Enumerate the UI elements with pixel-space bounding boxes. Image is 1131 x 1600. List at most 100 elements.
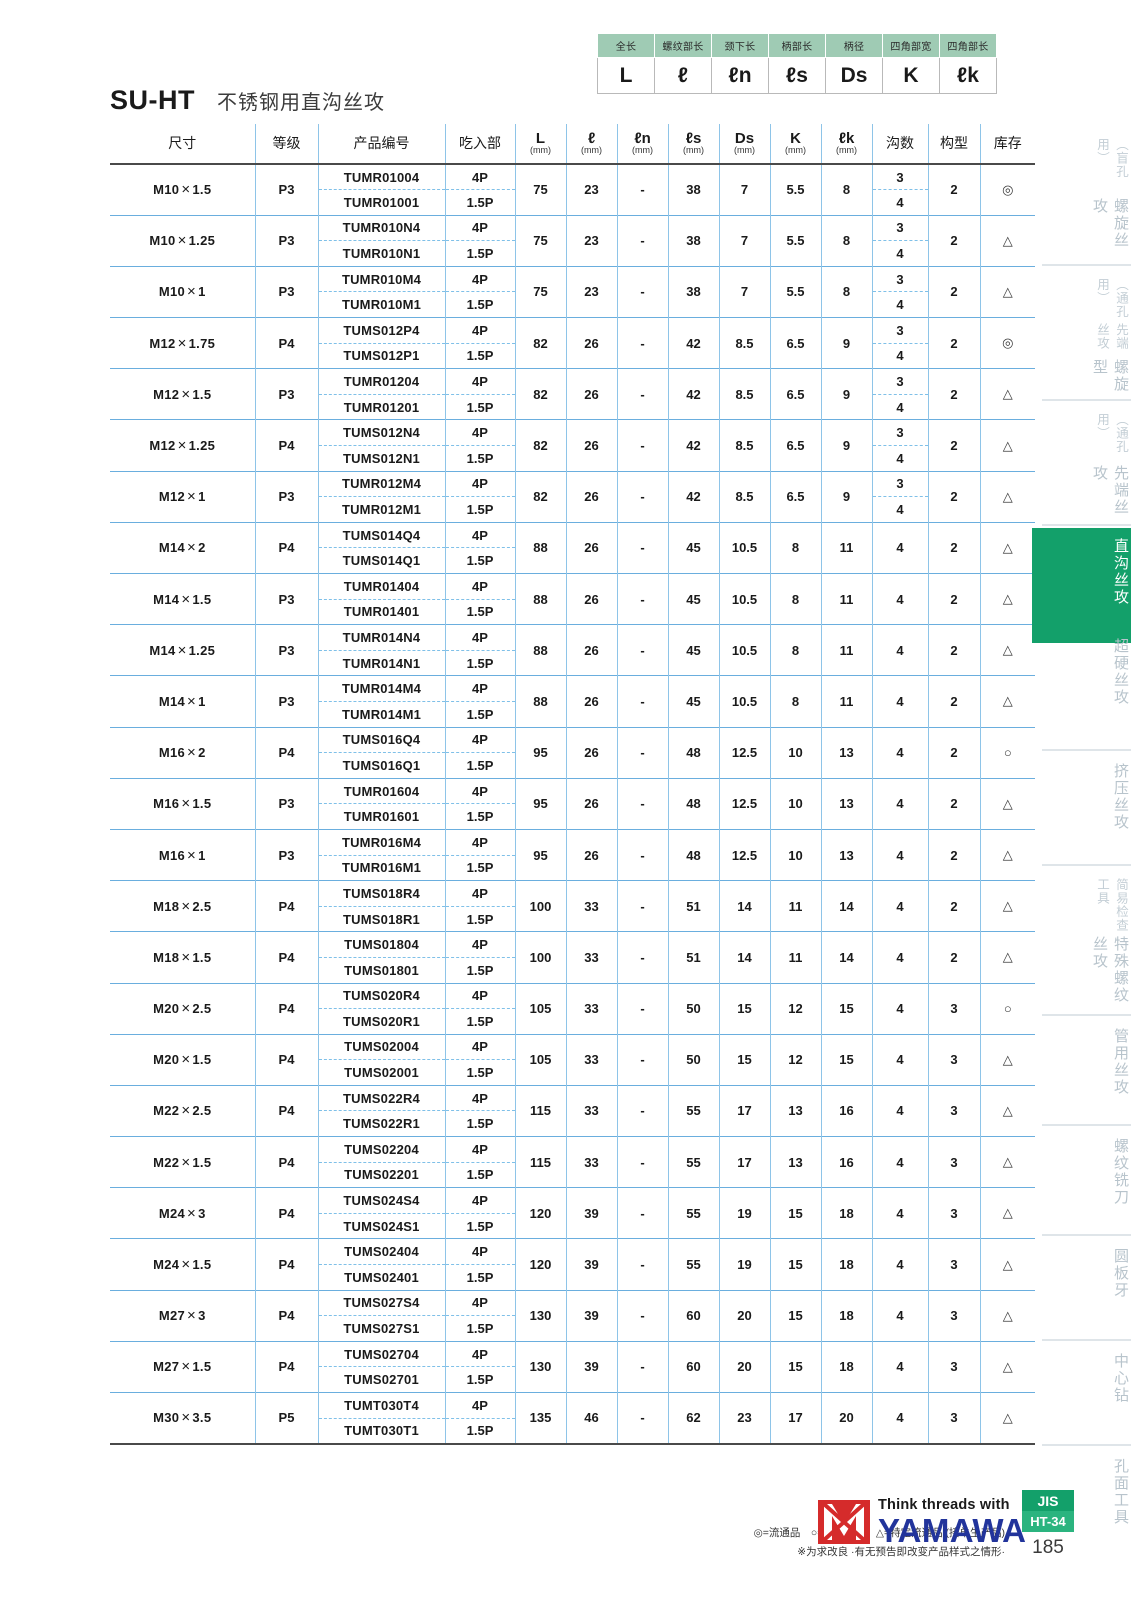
stock-legend-line: ◎=流通品 ○=准流通品 △=特定流通品 (接单生产品) [753,1527,1005,1539]
cell-L: 88 [514,521,567,574]
cell-product-code: TUMS012P1 [318,343,446,369]
cell-flutes: 4 [871,880,929,932]
sidebar-item-4[interactable]: 超硬丝攻 [1032,628,1131,743]
cell-stock: △ [979,675,1035,728]
cell-flutes: 4 [871,931,929,983]
sidebar-item-sublabel: （通孔用） [1095,413,1128,454]
cell-chamfer: 4P [444,419,516,447]
cell-lk: 18 [820,1238,873,1291]
table-row: M18 × 1.5 P4 TUMS01804 4P 100 33-51 14 11 14 4 2 △ [110,931,1035,983]
table-row: M12 × 1.5 P3 TUMR01204 4P 82 26-42 8.5 6.5 9 3 2 △ [110,368,1035,420]
sidebar-item-8[interactable]: 螺纹铣刀 [1032,1128,1131,1228]
cell-grade: P3 [254,777,319,830]
cell-lk: 16 [820,1084,873,1137]
cell-l: 39 [565,1340,618,1393]
sidebar-item-6[interactable]: 特殊螺纹丝攻 简易检查工具 [1032,868,1131,1008]
sidebar-item-9[interactable]: 圆板牙 [1032,1238,1131,1333]
cell-K: 8 [769,521,822,574]
cell-type: 2 [927,726,981,779]
cell-product-code: TUMS02404 [317,1238,446,1266]
sidebar-divider [1042,1444,1131,1446]
table-row: TUMS012N1 1.5P 4 [110,445,1035,472]
sidebar-item-1[interactable]: 螺旋型 先端丝攻 （通孔用） [1032,268,1131,393]
legend-symbol-row: L ℓ ℓn ℓs Ds K ℓk [597,57,997,94]
cell-chamfer: 4P [444,521,516,549]
cell-stock: △ [979,624,1035,676]
cell-chamfer: 4P [444,675,516,702]
column-header-label: ℓ [587,130,596,147]
sidebar-item-label: 超硬丝攻 [1112,638,1129,706]
cell-stock: △ [979,1391,1035,1445]
table-row: M16 × 1.5 P3 TUMR01604 4P 95 26-48 12.5 10 13 4 2 △ [110,777,1035,830]
column-header-unit: (mm) [581,145,602,155]
product-description-title: 不锈钢用直沟丝攻 [217,92,385,114]
sidebar-item-5[interactable]: 挤压丝攻 [1032,753,1131,858]
cell-K: 6.5 [769,317,822,369]
table-row: M18 × 2.5 P4 TUMS018R4 4P 100 33-51 14 11 14 4 2 △ [110,880,1035,932]
cell-chamfer: 4P [444,828,516,856]
cell-ln: - [616,880,669,932]
cell-lk: 8 [820,214,873,267]
cell-flutes: 4 [871,291,928,318]
cell-Ds: 15 [718,982,771,1035]
table-row: M20 × 1.5 P4 TUMS02004 4P 105 33-50 15 12 15 4 3 △ [110,1033,1035,1086]
sidebar-item-3[interactable]: 直沟丝攻 [1032,528,1131,643]
cell-Ds: 12.5 [718,777,771,830]
sidebar-item-2[interactable]: 先端丝攻 （通孔用） [1032,403,1131,518]
specification-table: 尺寸 等级 产品编号 吃入部 L (mm) ℓ (mm) ℓn (mm) ℓs (mm) Ds (mm) K… [110,124,1035,1445]
cell-product-code: TUMS022R4 [317,1084,446,1112]
legend-label-row: 全长 螺纹部长 颈下长 柄部长 柄径 四角部宽 四角部长 [597,33,997,58]
cell-l: 33 [565,931,618,983]
cell-product-code: TUMS012N4 [317,419,446,447]
cell-L: 120 [514,1238,567,1291]
cell-ln: - [616,1340,669,1393]
table-row: M27 × 1.5 P4 TUMS02704 4P 130 39-60 20 15 18 4 3 △ [110,1340,1035,1393]
cell-size: M22 × 1.5 [110,1136,256,1188]
cell-ls: 48 [667,726,720,779]
table-row: M22 × 1.5 P4 TUMS02204 4P 115 33-55 17 13 16 4 3 △ [110,1136,1035,1188]
table-row: TUMS024S1 1.5P [110,1213,1035,1239]
cell-product-code: TUMR016M1 [318,855,446,881]
sidebar-item-0[interactable]: 螺旋丝攻 （盲孔用） [1032,128,1131,258]
yamawa-logo: Think threads with YAMAWA [818,1498,1026,1547]
cell-stock: △ [979,368,1035,420]
cell-L: 82 [514,368,567,420]
cell-chamfer: 1.5P [444,291,516,318]
cell-type: 3 [927,1033,981,1086]
legend-label-5: 四角部宽 [882,33,940,58]
cell-Ds: 10.5 [718,624,771,676]
table-row: TUMS022R1 1.5P [110,1110,1035,1137]
cell-l: 26 [565,419,618,472]
symbol-legend-table: 全长 螺纹部长 颈下长 柄部长 柄径 四角部宽 四角部长 L ℓ ℓn ℓs D… [597,33,997,94]
cell-type: 3 [927,1391,981,1445]
cell-ln: - [616,521,669,574]
sidebar-item-11[interactable]: 孔面工具 [1032,1448,1131,1558]
cell-size: M22 × 2.5 [110,1084,256,1137]
column-header-label: 构型 [940,134,968,151]
cell-chamfer: 4P [444,1136,516,1163]
product-code-title: SU-HT [110,85,195,115]
table-row: TUMR01001 1.5P 4 [110,189,1035,216]
table-row: TUMS02401 1.5P [110,1264,1035,1291]
cell-flutes: 4 [871,1340,929,1393]
cell-Ds: 20 [718,1289,771,1342]
column-header-label: 等级 [272,134,301,151]
cell-stock: ○ [979,982,1035,1035]
cell-grade: P4 [254,726,319,779]
sidebar-item-10[interactable]: 中心钻 [1032,1343,1131,1438]
sidebar-item-7[interactable]: 管用丝攻 [1032,1018,1131,1118]
cell-chamfer: 4P [444,1340,516,1368]
cell-product-code: TUMS020R4 [317,982,446,1010]
cell-product-code: TUMR014N1 [318,650,446,676]
cell-Ds: 10.5 [718,521,771,574]
cell-l: 26 [565,521,618,574]
sidebar-item-label: 孔面工具 [1112,1458,1129,1526]
cell-chamfer: 1.5P [444,445,516,472]
table-row: TUMR016M1 1.5P [110,855,1035,881]
cell-chamfer: 1.5P [444,599,515,625]
cell-l: 26 [565,726,618,779]
table-row: M22 × 2.5 P4 TUMS022R4 4P 115 33-55 17 13 16 4 3 △ [110,1084,1035,1137]
cell-type: 2 [927,163,981,216]
table-row: M14 × 2 P4 TUMS014Q4 4P 88 26-45 10.5 8 11 4 2 △ [110,521,1035,574]
cell-flutes: 3 [871,265,929,293]
